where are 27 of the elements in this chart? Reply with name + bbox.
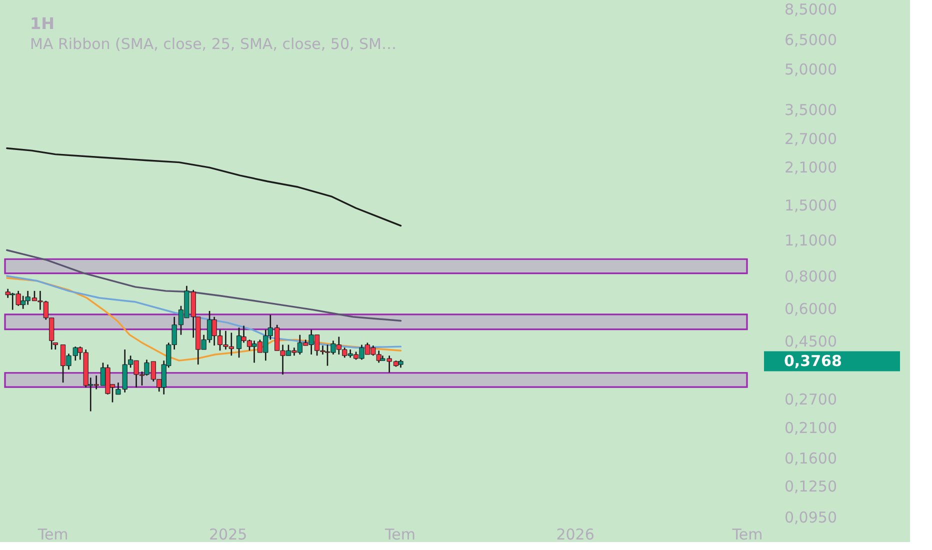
y-tick-label: 0,6000	[784, 300, 837, 318]
y-tick-label: 2,7000	[784, 130, 837, 148]
y-tick-label: 1,1000	[784, 232, 837, 250]
line-series	[6, 147, 402, 227]
y-tick-label: 5,0000	[784, 60, 837, 78]
y-tick-label: 3,5000	[784, 100, 837, 119]
y-tick-label: 0,2100	[784, 418, 837, 437]
y-tick-label: 6,5000	[784, 30, 837, 49]
y-tick-label: 0,1600	[784, 450, 837, 468]
y-tick-label: 0,2700	[784, 390, 837, 408]
text: MA Ribbon (SMA, close, 25, SMA, close, 50, SM…	[30, 35, 396, 53]
text: 0,3768	[784, 352, 842, 370]
y-tick-label: 8,5000	[784, 0, 837, 18]
y-tick-label: 0,4500	[784, 332, 837, 351]
y-tick-label: 2,1000	[784, 158, 837, 177]
y-tick-label: 0,1250	[784, 477, 837, 496]
line-series	[6, 249, 402, 322]
chart-title: 1H	[30, 14, 55, 33]
x-tick-label: Tem	[731, 526, 763, 544]
x-tick-label: Tem	[36, 526, 68, 544]
line-series	[6, 275, 402, 348]
x-tick-label: 2026	[556, 526, 594, 544]
x-tick-label: 2025	[209, 526, 248, 544]
y-tick-label: 1,5000	[784, 196, 837, 215]
y-tick-label: 0,0950	[784, 508, 837, 526]
y-tick-label: 0,8000	[784, 268, 837, 286]
x-tick-label: Tem	[384, 526, 416, 544]
